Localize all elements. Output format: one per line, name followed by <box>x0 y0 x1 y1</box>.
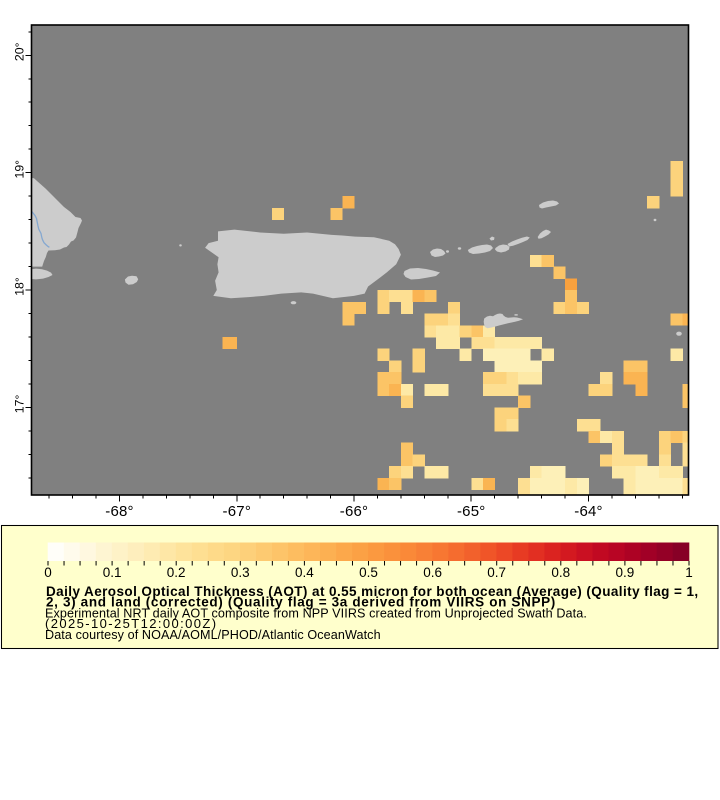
svg-text:0: 0 <box>44 565 52 580</box>
svg-text:0.6: 0.6 <box>423 565 442 580</box>
svg-text:-66°: -66° <box>340 503 368 520</box>
svg-text:17°: 17° <box>12 395 26 414</box>
svg-text:1: 1 <box>685 565 693 580</box>
svg-text:2, 3) and land (corrected) (Qu: 2, 3) and land (corrected) (Quality flag… <box>46 595 556 610</box>
svg-text:0.4: 0.4 <box>295 565 314 580</box>
svg-text:-65°: -65° <box>457 503 485 520</box>
svg-text:19°: 19° <box>12 160 26 179</box>
svg-text:20°: 20° <box>12 42 26 61</box>
svg-text:-68°: -68° <box>105 503 133 520</box>
svg-text:0.1: 0.1 <box>103 565 122 580</box>
svg-text:0.7: 0.7 <box>487 565 506 580</box>
svg-text:(2025-10-25T12:00:00Z): (2025-10-25T12:00:00Z) <box>45 616 217 631</box>
svg-text:0.3: 0.3 <box>231 565 250 580</box>
svg-text:Data courtesy of NOAA/AOML/PHO: Data courtesy of NOAA/AOML/PHOD/Atlantic… <box>45 628 381 642</box>
svg-text:0.8: 0.8 <box>551 565 570 580</box>
svg-text:-67°: -67° <box>223 503 251 520</box>
svg-text:18°: 18° <box>12 277 26 296</box>
svg-text:Daily Aerosol Optical Thicknes: Daily Aerosol Optical Thickness (AOT) at… <box>46 584 699 599</box>
svg-text:0.5: 0.5 <box>359 565 378 580</box>
svg-text:-64°: -64° <box>574 503 602 520</box>
svg-text:0.2: 0.2 <box>167 565 186 580</box>
svg-text:Experimental NRT daily AOT com: Experimental NRT daily AOT composite fro… <box>45 607 587 621</box>
svg-text:0.9: 0.9 <box>616 565 635 580</box>
